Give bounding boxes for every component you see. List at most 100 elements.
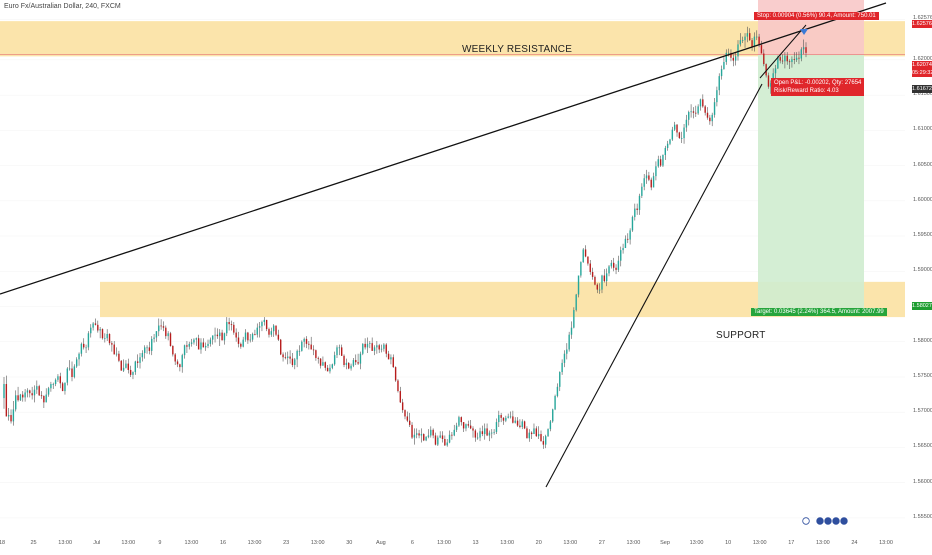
x-tick-label: 24	[851, 540, 858, 546]
candle-body	[683, 127, 685, 139]
candle-body	[26, 390, 29, 393]
open-pnl-line: Open P&L: -0.00202, Qty: 27654	[774, 80, 862, 86]
y-tick-label: 1.59500	[913, 232, 932, 239]
candle-body	[716, 90, 718, 103]
event-icon[interactable]	[824, 517, 832, 525]
candle-body	[420, 434, 423, 436]
candle-body	[160, 325, 162, 327]
y-tick-label: 1.56000	[913, 478, 932, 485]
candle-body	[404, 410, 406, 417]
candle-body	[777, 57, 779, 69]
candle-body	[732, 57, 735, 61]
candle-body	[521, 421, 523, 428]
candle-body	[350, 365, 352, 369]
candle-body	[460, 417, 462, 423]
candle-body	[305, 338, 308, 344]
candle-body	[727, 52, 730, 54]
candle-body	[751, 40, 753, 47]
candle-body	[559, 372, 561, 387]
candle-body	[455, 425, 458, 430]
candle-body	[75, 359, 78, 367]
candle-body	[788, 61, 791, 63]
candle-body	[315, 350, 317, 358]
candle-body	[547, 429, 549, 437]
price-tag: 1.62576	[912, 20, 932, 28]
candle-body	[153, 337, 155, 339]
long-trendline[interactable]	[0, 2, 887, 295]
candle-body	[746, 33, 749, 37]
candle-body	[212, 335, 214, 340]
candle-body	[254, 333, 256, 335]
candle-body	[631, 217, 634, 231]
candle-body	[68, 368, 71, 370]
candle-body	[685, 119, 688, 128]
candle-body	[636, 208, 638, 210]
candle-body	[605, 273, 608, 282]
candle-body	[774, 68, 777, 74]
candle-body	[167, 333, 169, 337]
x-tick-label: 18	[0, 540, 6, 546]
y-tick-label: 1.61000	[913, 126, 932, 133]
candle-body	[498, 415, 500, 423]
candle-body	[791, 59, 793, 63]
candle-body	[383, 344, 385, 349]
candle-body	[380, 348, 383, 350]
candle-body	[753, 36, 756, 47]
candle-body	[617, 260, 620, 270]
candle-body	[15, 395, 17, 410]
candle-body	[713, 102, 716, 115]
candle-body	[758, 36, 760, 46]
event-icon[interactable]	[802, 517, 810, 525]
candle-body	[706, 112, 709, 118]
candle-body	[97, 324, 99, 331]
candle-body	[519, 425, 521, 428]
candle-body	[610, 262, 613, 267]
candle-body	[688, 112, 690, 120]
price-tag: 1.58027	[912, 302, 932, 310]
open-pnl-label: Open P&L: -0.00202, Qty: 27654 Risk/Rewa…	[771, 78, 865, 96]
event-icon[interactable]	[832, 517, 840, 525]
x-tick-label: Aug	[375, 540, 386, 546]
candle-body	[3, 384, 5, 399]
candle-body	[434, 435, 437, 445]
candle-body	[781, 60, 784, 62]
take-profit-box[interactable]	[758, 54, 864, 312]
candle-body	[786, 55, 788, 62]
candle-body	[709, 117, 711, 122]
candle-body	[399, 391, 402, 403]
candle-body	[493, 431, 495, 433]
candle-body	[272, 325, 275, 332]
x-tick-label: 13:00	[437, 540, 451, 546]
candle-body	[324, 362, 326, 368]
candle-body	[528, 432, 530, 439]
candle-body	[319, 358, 322, 366]
event-icon[interactable]	[840, 517, 848, 525]
candle-body	[90, 327, 92, 334]
candle-body	[22, 394, 24, 398]
candle-body	[530, 432, 533, 435]
candle-body	[652, 176, 655, 188]
candle-body	[122, 367, 125, 371]
candle-body	[301, 341, 303, 351]
event-icon[interactable]	[816, 517, 824, 525]
candle-body	[448, 434, 451, 443]
candle-body	[73, 366, 76, 377]
candle-body	[284, 357, 287, 359]
candle-body	[258, 326, 261, 328]
candle-body	[333, 355, 336, 365]
candle-body	[155, 331, 158, 338]
candle-body	[162, 326, 165, 328]
candle-body	[378, 345, 380, 350]
candle-body	[188, 343, 190, 347]
candle-body	[451, 434, 453, 436]
short-trendline[interactable]	[759, 24, 807, 79]
candle-body	[298, 350, 301, 352]
candle-body	[265, 319, 268, 330]
candle-body	[507, 416, 509, 418]
candle-body	[563, 353, 566, 363]
candle-body	[277, 334, 280, 340]
candle-body	[99, 329, 101, 331]
steep-trendline[interactable]	[545, 83, 763, 488]
candle-body	[509, 416, 512, 418]
